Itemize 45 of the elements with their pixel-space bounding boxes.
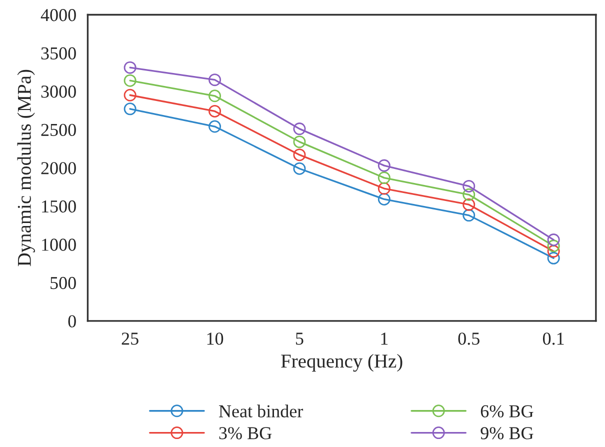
point [462,188,476,201]
point [547,234,560,246]
x-tick-label: 1 [381,332,388,345]
legend-label: Neat binder [218,404,304,418]
point [547,240,560,252]
point [378,182,390,195]
y-tick-label: 4000 [40,9,76,22]
x-tick-label: 10 [207,332,224,345]
y-tick-label: 1500 [42,200,76,213]
y-tick-label: 2000 [41,162,76,174]
point [208,104,222,118]
y-tick-label: 0 [68,315,76,328]
point [378,159,390,172]
y-axis-title: Dynamic modulus (MPa) [17,70,35,266]
x-tick-label: 5 [296,332,304,345]
point [124,74,136,87]
point [378,172,390,184]
point [208,74,222,86]
x-tick-label: 0.5 [458,332,480,345]
point [208,90,222,102]
point [293,122,306,136]
legend-label: 9% BG [480,427,534,440]
legend-label: 3% BG [219,427,272,440]
point [293,162,306,175]
point [547,245,560,258]
y-tick-label: 3500 [41,47,76,60]
y-tick-label: 2500 [41,124,76,136]
point [124,88,136,102]
point [462,180,476,192]
point [547,252,560,264]
point [124,102,136,116]
y-tick-label: 1000 [42,238,76,251]
y-tick-label: 3000 [41,86,76,98]
point [124,61,136,74]
point [462,198,476,211]
point [378,192,390,206]
legend-label: 6% BG [480,405,534,418]
point [293,148,306,162]
y-tick-label: 500 [50,276,76,290]
x-axis-title: Frequency (Hz) [281,354,402,372]
point [293,136,306,148]
point [462,209,476,222]
point [208,120,222,133]
x-tick-label: 25 [122,332,138,345]
x-tick-label: 0.1 [542,332,564,345]
